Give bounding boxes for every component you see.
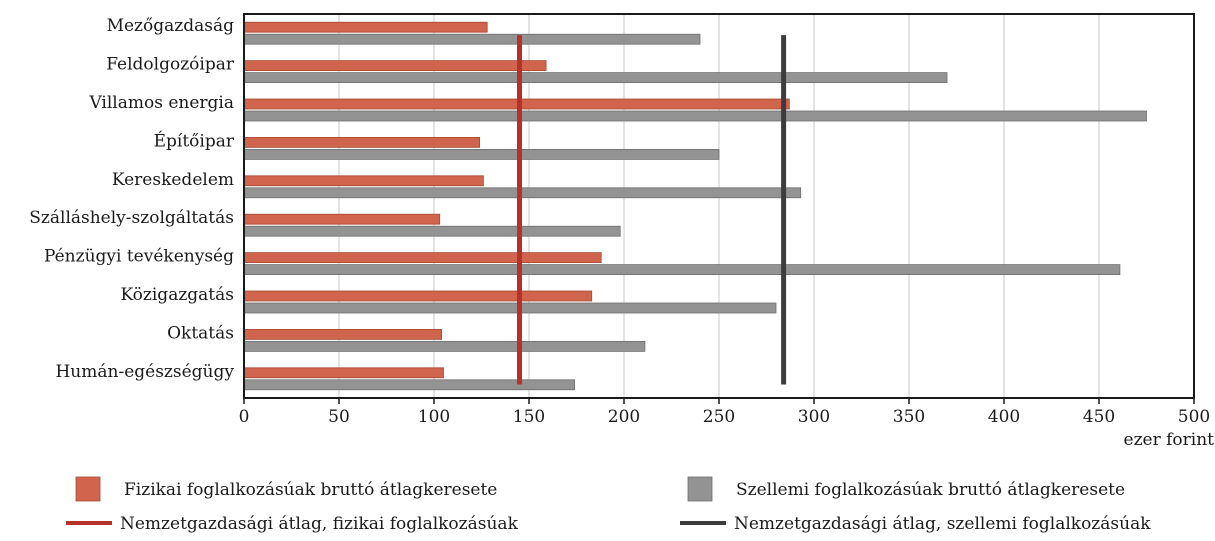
category-label: Közigazgatás	[120, 285, 234, 305]
bar-szellemi	[243, 187, 802, 199]
x-tick-label: 250	[703, 407, 735, 427]
legend-swatch	[75, 476, 101, 502]
bar-fizikai	[243, 60, 547, 71]
x-tick-label: 200	[608, 407, 640, 427]
bar-fizikai	[243, 213, 441, 225]
bar-szellemi	[243, 379, 576, 391]
category-label: Mezőgazdaság	[107, 16, 235, 36]
bar-fizikai	[243, 328, 443, 340]
legend-label: Fizikai foglalkozásúak bruttó átlagkeres…	[124, 480, 497, 500]
x-tick-label: 50	[328, 407, 350, 427]
x-tick-label: 300	[798, 407, 830, 427]
bar-fizikai	[243, 252, 602, 264]
category-label: Humán-egészségügy	[55, 362, 234, 382]
category-label: Feldolgozóipar	[106, 55, 235, 75]
category-label: Kereskedelem	[112, 170, 234, 190]
x-tick-label: 0	[239, 407, 250, 427]
x-tick-label: 450	[1083, 407, 1115, 427]
bar-szellemi	[243, 148, 720, 160]
legend: Fizikai foglalkozásúak bruttó átlagkeres…	[66, 476, 1151, 534]
bar-szellemi	[243, 72, 948, 83]
bar-szellemi	[243, 264, 1121, 276]
bar-szellemi	[243, 110, 1147, 122]
category-label: Pénzügyi tevékenység	[44, 247, 234, 267]
legend-label: Nemzetgazdasági átlag, fizikai foglalkoz…	[120, 514, 519, 534]
bar-szellemi	[243, 302, 777, 314]
legend-label: Nemzetgazdasági átlag, szellemi foglalko…	[734, 514, 1151, 534]
x-tick-label: 400	[988, 407, 1020, 427]
category-labels: Mezőgazdaság Feldolgozóipar Villamos energ…	[29, 16, 235, 382]
bar-fizikai	[243, 290, 593, 302]
reference-lines	[517, 35, 787, 385]
bar-fizikai	[243, 136, 481, 148]
category-label: Villamos energia	[88, 93, 234, 113]
legend-swatch	[687, 476, 713, 502]
bar-fizikai	[243, 367, 444, 379]
category-label: Szálláshely-szolgáltatás	[29, 208, 234, 228]
bar-fizikai	[243, 98, 790, 110]
category-label: Oktatás	[167, 323, 234, 343]
x-tick-label: 150	[513, 407, 545, 427]
bar-szellemi	[243, 340, 646, 352]
bar-fizikai	[243, 175, 484, 187]
bar-szellemi	[243, 33, 701, 45]
bar-szellemi	[243, 225, 621, 237]
plot-area	[243, 13, 1195, 399]
x-tick-labels: 0 50 100 150 200 250 300 350 400 450 500	[239, 407, 1211, 427]
x-axis-label: ezer forint	[1124, 430, 1215, 450]
x-tick-label: 350	[893, 407, 925, 427]
x-tick-label: 500	[1178, 407, 1210, 427]
x-tick-label: 100	[418, 407, 450, 427]
bars	[243, 21, 1147, 391]
legend-label: Szellemi foglalkozásúak bruttó átlagkere…	[736, 480, 1125, 500]
category-label: Építőipar	[154, 130, 235, 151]
bar-fizikai	[243, 21, 488, 33]
